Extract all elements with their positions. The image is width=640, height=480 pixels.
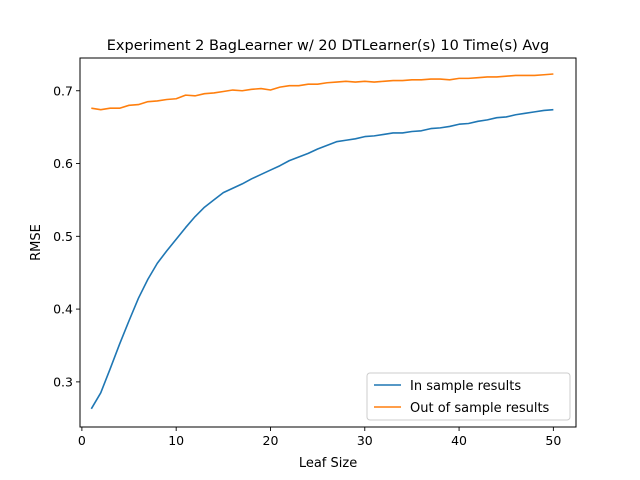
x-tick-label: 30 bbox=[357, 433, 373, 448]
x-tick-label: 10 bbox=[168, 433, 184, 448]
y-tick-label: 0.7 bbox=[53, 83, 73, 98]
y-tick-label: 0.4 bbox=[53, 302, 73, 317]
x-tick-label: 20 bbox=[263, 433, 279, 448]
series-layer bbox=[90, 73, 554, 410]
legend-frame bbox=[366, 372, 571, 421]
y-axis-label: RMSE bbox=[29, 224, 44, 261]
series-line-out-of-sample bbox=[91, 73, 554, 111]
legend-label-out-of-sample: Out of sample results bbox=[410, 401, 550, 416]
y-tick-label: 0.5 bbox=[53, 229, 73, 244]
x-tick-label: 40 bbox=[451, 433, 467, 448]
ticks-layer: 0 10 20 30 40 50 0.3 0.4 0.5 0.6 0.7 bbox=[53, 83, 561, 448]
series-line-in-sample bbox=[90, 108, 554, 410]
legend-label-in-sample: In sample results bbox=[410, 379, 521, 394]
x-axis-label: Leaf Size bbox=[299, 456, 357, 471]
x-tick-label: 0 bbox=[78, 433, 86, 448]
x-tick-label: 50 bbox=[545, 433, 561, 448]
chart-title: Experiment 2 BagLearner w/ 20 DTLearner(… bbox=[107, 38, 549, 54]
y-tick-label: 0.6 bbox=[53, 156, 73, 171]
legend: In sample results Out of sample results bbox=[366, 372, 571, 421]
y-tick-label: 0.3 bbox=[53, 374, 73, 389]
plot-area-frame bbox=[79, 57, 577, 428]
